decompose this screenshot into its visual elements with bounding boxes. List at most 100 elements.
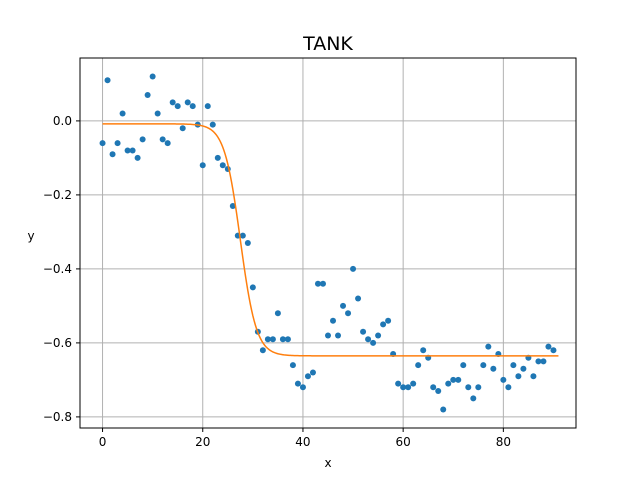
data-point (540, 358, 547, 365)
plot-area (99, 73, 559, 413)
x-tick-label: 20 (195, 435, 210, 449)
data-point (530, 373, 537, 380)
data-point (199, 162, 206, 169)
data-point (435, 388, 442, 394)
data-point (405, 384, 412, 391)
data-point (109, 151, 116, 158)
data-point (385, 317, 392, 324)
data-point (299, 384, 306, 391)
data-point (149, 73, 156, 80)
data-point (455, 376, 462, 383)
data-point (420, 347, 427, 354)
data-point (179, 125, 186, 132)
data-point (375, 332, 382, 339)
data-point (274, 310, 281, 317)
data-point (154, 110, 161, 117)
data-point (219, 162, 226, 169)
data-point (505, 384, 512, 391)
data-point (475, 384, 482, 391)
data-point (350, 265, 357, 272)
data-point (380, 321, 387, 328)
data-point (500, 376, 507, 383)
data-point (470, 395, 477, 402)
data-point (319, 280, 326, 287)
x-tick-label: 0 (99, 435, 107, 449)
data-point (465, 384, 472, 391)
data-point (249, 284, 256, 291)
data-point (355, 295, 362, 302)
axes-frame (79, 57, 577, 429)
grid (80, 58, 576, 428)
data-point (309, 369, 316, 376)
data-point (204, 103, 211, 110)
data-point (169, 99, 176, 106)
x-tick-label: 40 (295, 435, 310, 449)
x-tick-label: 60 (396, 435, 411, 449)
data-point (480, 362, 487, 369)
data-point (490, 365, 497, 372)
data-point (184, 99, 191, 106)
data-point (209, 121, 216, 128)
data-point (450, 376, 457, 383)
data-point (410, 380, 417, 387)
data-point (314, 280, 321, 287)
data-point (104, 77, 111, 84)
data-point (360, 328, 367, 335)
data-point (119, 110, 126, 117)
data-point (515, 373, 522, 380)
data-point (99, 140, 106, 147)
ticks: 0 20 40 60 80 0.0 −0.2 −0.4 −0.6 −0.8 (43, 114, 511, 449)
data-point (124, 147, 131, 154)
data-point (284, 336, 291, 343)
y-tick-label: −0.8 (43, 410, 72, 424)
data-point (279, 336, 286, 343)
data-point (325, 332, 331, 339)
data-point (415, 362, 422, 369)
data-point (485, 343, 492, 350)
data-point (174, 103, 181, 110)
data-point (289, 362, 296, 369)
data-point (139, 136, 146, 143)
data-point (345, 310, 352, 317)
y-tick-label: −0.6 (43, 336, 72, 350)
data-point (164, 140, 171, 147)
data-point (144, 92, 151, 98)
data-point (400, 384, 407, 391)
x-tick-label: 80 (496, 435, 511, 449)
data-point (365, 336, 372, 343)
data-point (330, 317, 337, 324)
data-point (159, 136, 166, 143)
data-point (395, 380, 402, 387)
y-tick-label: 0.0 (53, 114, 72, 128)
data-point (335, 332, 342, 339)
data-point (340, 302, 347, 309)
data-point (214, 154, 221, 161)
data-point (114, 140, 121, 147)
data-point (430, 384, 437, 391)
data-point (134, 154, 141, 161)
data-point (264, 336, 271, 343)
y-tick-label: −0.4 (43, 262, 72, 276)
data-point (229, 203, 236, 209)
fit-curve (102, 123, 559, 357)
x-axis-label: x (324, 456, 331, 470)
data-point (239, 232, 246, 239)
data-point (440, 406, 447, 413)
data-point (244, 240, 251, 246)
data-point (189, 103, 196, 110)
data-point (269, 336, 276, 343)
data-point (304, 373, 311, 380)
data-point (545, 343, 552, 350)
data-point (535, 358, 542, 365)
data-point (129, 147, 136, 154)
data-point (550, 347, 557, 354)
data-point (520, 365, 527, 372)
data-point (294, 380, 301, 387)
data-point (510, 362, 517, 369)
y-tick-label: −0.2 (43, 188, 72, 202)
data-point (259, 347, 266, 354)
y-axis-label: y (27, 229, 34, 243)
data-point (370, 339, 377, 346)
data-point (460, 362, 467, 369)
